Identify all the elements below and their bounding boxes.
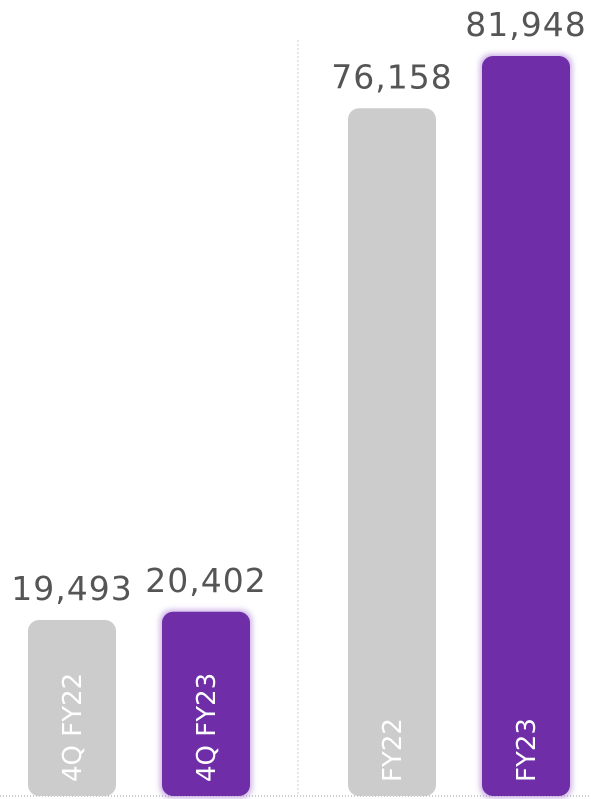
category-label-fy23: FY23 — [512, 718, 542, 782]
bar-fy23 — [482, 56, 570, 796]
category-label-4q-fy22: 4Q FY22 — [58, 673, 88, 782]
bars-layer: 19,493 4Q FY22 20,402 4Q FY23 76,158 FY22 81,9… — [11, 5, 586, 798]
bar-4q-fy22 — [28, 619, 116, 796]
bar-fy22 — [348, 108, 436, 797]
value-label-fy22: 76,158 — [331, 57, 452, 96]
category-label-fy22: FY22 — [378, 718, 408, 782]
value-label-4q-fy23: 20,402 — [145, 561, 266, 600]
value-label-4q-fy22: 19,493 — [11, 569, 132, 608]
bar-4q-fy23 — [162, 611, 250, 796]
value-label-fy23: 81,948 — [465, 5, 586, 44]
category-label-4q-fy23: 4Q FY23 — [192, 673, 222, 782]
